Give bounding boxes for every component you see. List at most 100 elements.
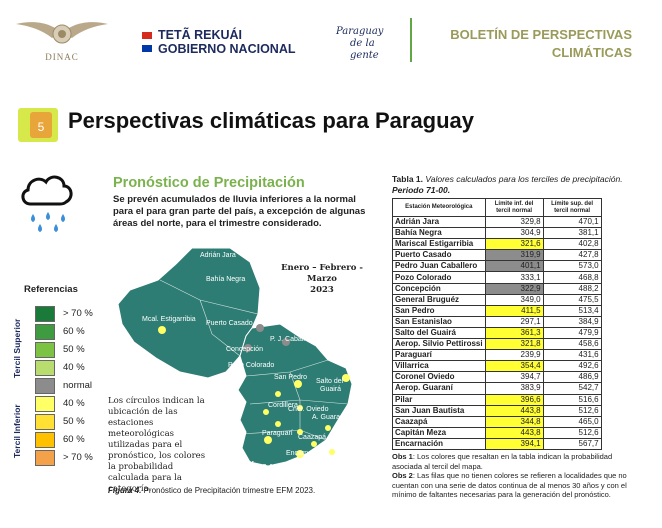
upper-limit: 492,6 bbox=[542, 360, 602, 373]
map-period-line2: 2023 bbox=[310, 285, 334, 295]
legend-label: > 70 % bbox=[63, 308, 93, 319]
obs-1: Obs 1: Los colores que resaltan en la ta… bbox=[392, 452, 642, 471]
legend-swatch bbox=[35, 342, 55, 358]
station-pilar bbox=[264, 436, 272, 444]
legend-title: Referencias bbox=[24, 284, 78, 295]
upper-limit: 427,8 bbox=[542, 249, 602, 262]
lower-limit: 401,1 bbox=[484, 260, 544, 273]
map-period-line1: Enero – Febrero - Marzo bbox=[281, 263, 363, 284]
station-salto-guaira bbox=[342, 374, 350, 382]
station-name: Capitán Meza bbox=[392, 426, 486, 439]
upper-limit: 479,9 bbox=[542, 326, 602, 340]
header-low: Límite inf. del tercil normal bbox=[484, 198, 544, 217]
lower-limit: 396,6 bbox=[484, 393, 544, 406]
figure-caption-label: Figura 4. bbox=[108, 486, 142, 495]
dinac-wings-icon bbox=[16, 22, 108, 44]
upper-limit: 458,6 bbox=[542, 338, 602, 351]
map-label-cnel-oviedo: Cnel. Oviedo bbox=[288, 406, 329, 413]
upper-limit: 470,1 bbox=[542, 215, 602, 229]
lower-limit: 322,9 bbox=[484, 282, 544, 295]
rain-cloud-icon bbox=[21, 175, 73, 232]
precipitation-title: Pronóstico de Precipitación bbox=[113, 175, 305, 191]
station-pj-caballero bbox=[282, 338, 290, 346]
map-label-paraguari: Paraguarí bbox=[262, 430, 293, 437]
station-name: Coronel Oviedo bbox=[392, 371, 486, 384]
table-row: Puerto Casado 319,9 427,8 bbox=[392, 249, 602, 262]
lower-limit: 349,0 bbox=[484, 293, 544, 306]
map-label-cordillera: Cordillera bbox=[268, 402, 298, 409]
station-name: San Juan Bautista bbox=[392, 404, 486, 417]
station-encarnacion bbox=[329, 449, 335, 455]
upper-limit: 488,2 bbox=[542, 282, 602, 295]
station-cordillera bbox=[263, 409, 269, 415]
lower-limit: 239,9 bbox=[484, 349, 544, 362]
map-label-concepcion: Concepción bbox=[226, 346, 263, 353]
lower-limit: 394,1 bbox=[484, 437, 544, 450]
upper-limit: 542,7 bbox=[542, 382, 602, 395]
upper-limit: 381,1 bbox=[542, 227, 602, 240]
table-row: Aerop. Guaraní 383,9 542,7 bbox=[392, 382, 602, 395]
table-row: Adrián Jara 329,8 470,1 bbox=[392, 215, 602, 229]
station-name: Concepción bbox=[392, 282, 486, 295]
lower-limit: 297,1 bbox=[484, 315, 544, 328]
upper-limit: 468,8 bbox=[542, 271, 602, 284]
legend-label: 40 % bbox=[63, 398, 85, 409]
station-name: Adrián Jara bbox=[392, 215, 486, 229]
lower-limit: 319,9 bbox=[484, 249, 544, 262]
legend-label: 60 % bbox=[63, 434, 85, 445]
station-name: General Bruguéz bbox=[392, 293, 486, 306]
obs-1-text: : Los colores que resaltan en la tabla i… bbox=[392, 452, 613, 471]
lower-limit: 361,3 bbox=[484, 326, 544, 340]
station-caazapa bbox=[297, 429, 303, 435]
legend-lower-label: Tercil Inferior bbox=[12, 404, 22, 458]
map-label-pilar: Pilar bbox=[240, 460, 255, 467]
legend-label: normal bbox=[63, 380, 93, 391]
table-row: Caazapá 344,8 465,0 bbox=[392, 415, 602, 428]
upper-limit: 384,9 bbox=[542, 315, 602, 328]
map-label-capitan: Capitán bbox=[326, 438, 351, 445]
lower-limit: 443,8 bbox=[484, 404, 544, 417]
station-name: Pilar bbox=[392, 393, 486, 406]
station-capitan-meza bbox=[325, 425, 331, 431]
table-caption-label: Tabla 1. bbox=[392, 174, 424, 184]
slogan-line1: Paraguay bbox=[336, 26, 384, 37]
station-san-pedro bbox=[294, 380, 302, 388]
legend-label: 40 % bbox=[63, 362, 85, 373]
station-name: San Estanislao bbox=[392, 315, 486, 328]
precipitation-description: Se prevén acumulados de lluvia inferiore… bbox=[113, 194, 366, 229]
legend-label: 50 % bbox=[63, 416, 85, 427]
gov-line2: GOBIERNO NACIONAL bbox=[158, 42, 296, 56]
upper-limit: 512,6 bbox=[542, 426, 602, 439]
station-name: Salto del Guairá bbox=[392, 326, 486, 340]
lower-limit: 321,6 bbox=[484, 238, 544, 251]
dinac-logo: DINAC bbox=[12, 12, 112, 68]
upper-limit: 516,6 bbox=[542, 393, 602, 406]
station-encarnacion-2 bbox=[311, 441, 317, 447]
table-row: Aerop. Silvio Pettirossi 321,8 458,6 bbox=[392, 338, 602, 351]
station-name: Puerto Casado bbox=[392, 249, 486, 262]
station-name: San Pedro bbox=[392, 304, 486, 317]
table-row: Coronel Oviedo 394,7 486,9 bbox=[392, 371, 602, 384]
table-row: San Pedro 411,5 513,4 bbox=[392, 304, 602, 317]
table-period: Periodo 71-00. bbox=[392, 185, 451, 195]
map-note: Los círculos indican la ubicación de las… bbox=[108, 396, 206, 494]
header-high: Límite sup. del tercil normal bbox=[542, 198, 602, 217]
section-number-badge: 5 bbox=[18, 108, 58, 142]
table-row: Capitán Meza 443,8 512,6 bbox=[392, 426, 602, 439]
station-name: Bahía Negra bbox=[392, 227, 486, 240]
table-row: Concepción 322,9 488,2 bbox=[392, 282, 602, 295]
legend-swatch bbox=[35, 306, 55, 322]
bulletin-title: BOLETÍN DE PERSPECTIVAS CLIMÁTICAS bbox=[420, 26, 632, 62]
table-row: Pilar 396,6 516,6 bbox=[392, 393, 602, 406]
map-label-bahia-negra: Bahía Negra bbox=[206, 276, 246, 283]
obs-2: Obs 2: Las filas que no tienen colores s… bbox=[392, 471, 642, 500]
map-label-guaira: Guairá bbox=[320, 386, 342, 393]
table-row: Bahía Negra 304,9 381,1 bbox=[392, 227, 602, 240]
map-label-sj-bautista: S.J.Bautista bbox=[262, 464, 300, 471]
legend-label: > 70 % bbox=[63, 452, 93, 463]
map-label-san-pedro: San Pedro bbox=[274, 374, 308, 381]
flag-icon bbox=[142, 32, 152, 52]
table-row: Paraguarí 239,9 431,6 bbox=[392, 349, 602, 362]
upper-limit: 513,4 bbox=[542, 304, 602, 317]
upper-limit: 475,5 bbox=[542, 293, 602, 306]
